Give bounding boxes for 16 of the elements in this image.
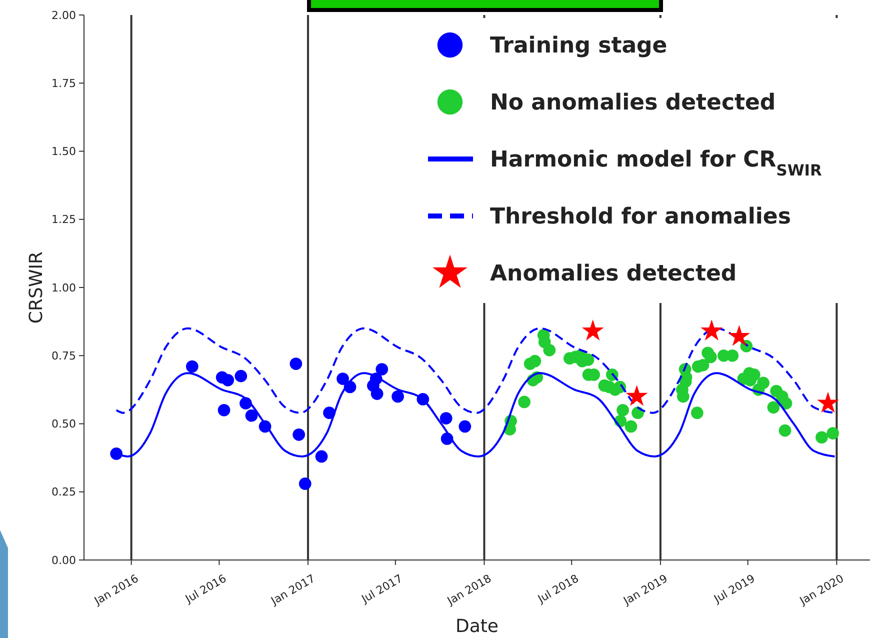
x-axis-title: Date bbox=[455, 616, 499, 637]
legend-label: No anomalies detected bbox=[490, 90, 776, 116]
y-tick-label: 1.50 bbox=[52, 145, 76, 158]
y-tick-label: 0.25 bbox=[52, 486, 76, 499]
y-tick-label: 1.25 bbox=[52, 213, 76, 226]
y-tick-label: 0.50 bbox=[52, 418, 76, 431]
y-tick-label: 2.00 bbox=[52, 8, 76, 22]
legend-label: Threshold for anomalies bbox=[490, 204, 791, 230]
legend-label: Anomalies detected bbox=[490, 262, 737, 287]
y-tick-label: 0.00 bbox=[52, 554, 76, 567]
legend-label: Training stage bbox=[490, 34, 668, 59]
y-tick-label: 0.75 bbox=[52, 349, 76, 362]
legend-label: Harmonic model for CR$_{SWIR}$ bbox=[490, 148, 822, 180]
y-tick-label: 1.00 bbox=[52, 281, 76, 294]
y-tick-label: 1.75 bbox=[52, 76, 76, 90]
y-axis-title: CRSWIR bbox=[26, 251, 47, 324]
